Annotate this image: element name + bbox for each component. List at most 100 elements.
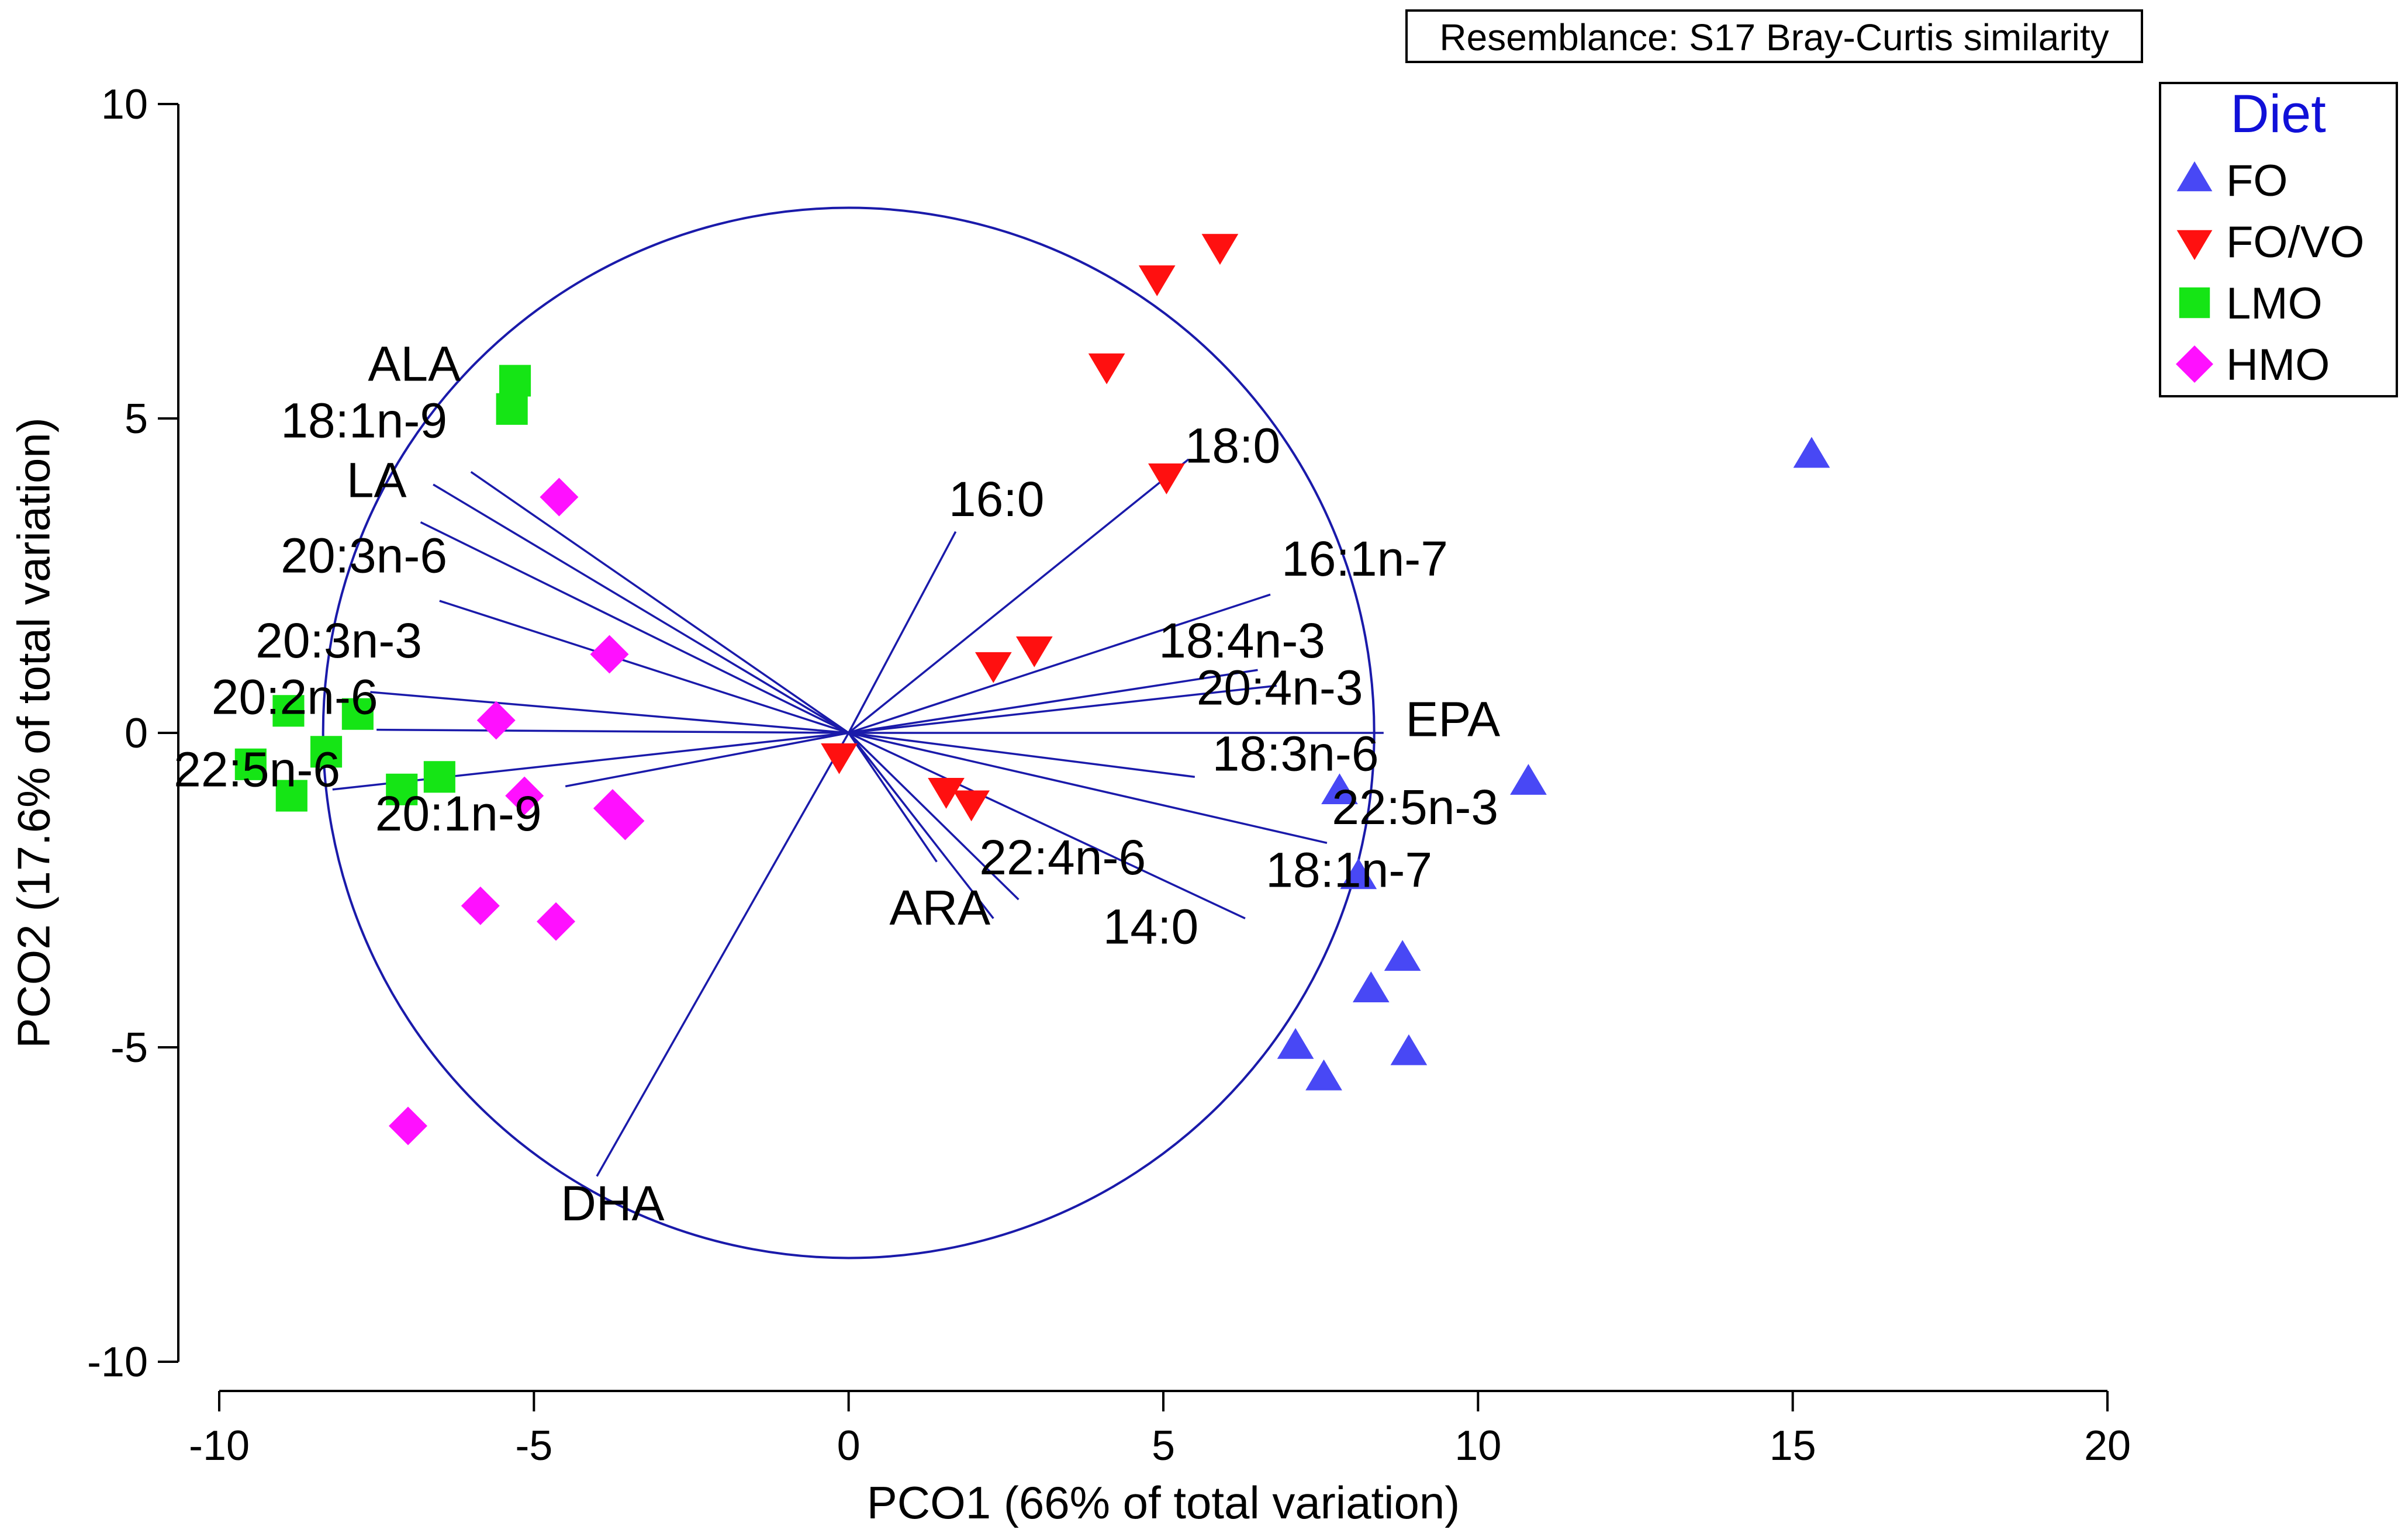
point-lmo [423,761,455,793]
vector-20-2n-6 [376,728,849,734]
vector-label-18-0: 18:0 [1185,418,1281,473]
point-hmo [537,902,576,941]
vector-label-18-1n-9: 18:1n-9 [281,393,447,448]
vector-dha [596,732,850,1177]
legend-marker-fo-vo [2176,230,2213,260]
vector-label-ara: ARA [889,880,990,935]
point-fo [1340,858,1377,890]
vector-22-5n-6 [332,732,849,791]
legend-marker-hmo [2176,345,2213,383]
vector-20-3n-6 [439,600,849,734]
y-tick-label: -10 [87,1339,148,1386]
point-fo-vo [1015,636,1053,667]
vector-label-dha: DHA [561,1176,664,1231]
resemblance-border [1405,9,2143,63]
point-fo-vo [1201,234,1239,265]
y-tick-label: 10 [101,81,148,128]
point-fo [1390,1034,1428,1065]
x-tick-label: 10 [1454,1423,1501,1469]
vector-label-22-4n-6: 22:4n-6 [979,830,1146,885]
point-fo [1352,971,1390,1002]
vector-18-1n-7 [848,732,1246,920]
vector-18-0 [848,458,1190,734]
vector-label-16-1n-7: 16:1n-7 [1281,531,1448,586]
vector-label-20-4n-3: 20:4n-3 [1197,660,1363,715]
vector-20-1n-9 [565,732,849,788]
point-hmo [606,801,645,840]
x-tick-label: 0 [837,1423,861,1469]
x-tick-label: -10 [189,1423,250,1469]
vector-label-20-2n-6: 20:2n-6 [212,670,378,725]
point-fo [1305,1059,1342,1091]
point-lmo [275,780,307,812]
point-lmo [310,736,343,768]
vector-16-0 [848,531,957,733]
y-tick-label: 5 [125,396,148,442]
correlation-circle-layer [322,206,1376,1259]
vector-20-3n-3 [370,691,849,734]
vector-label-14-0: 14:0 [1103,899,1199,954]
x-axis-title: PCO1 (66% of total variation) [867,1477,1460,1528]
x-tick-label: 20 [2084,1423,2131,1469]
vector-label-epa: EPA [1405,691,1500,746]
vector-label-22-5n-3: 22:5n-3 [1332,780,1498,835]
legend-marker-fo [2176,161,2213,192]
legend-label-hmo: HMO [2226,340,2330,390]
y-tick-label: 0 [125,710,148,757]
point-hmo [590,635,629,674]
vector-20-4n-3 [848,684,1277,734]
x-tick-label: -5 [515,1423,552,1469]
data-points [234,234,1830,1146]
point-fo-vo [1138,265,1176,296]
point-fo [1793,437,1830,468]
axes: -10 -5 0 5 10 15 20 10 5 0 -5 -10 PCO1 (66% of total… [8,81,2131,1528]
y-tick-label: -5 [110,1025,148,1071]
vector-14-0 [848,732,994,919]
point-hmo [461,886,500,925]
legend-label-fo-vo: FO/VO [2226,217,2364,267]
vector-lines [332,458,1384,1177]
point-lmo [234,748,267,780]
y-axis-title: PCO2 (17.6% of total variation) [8,417,60,1048]
legend-marker-lmo [2179,287,2210,319]
resemblance-text: Resemblance: S17 Bray-Curtis similarity [1439,16,2109,58]
point-fo [1384,940,1421,971]
vector-label-20-1n-9: 20:1n-9 [375,786,542,841]
point-lmo [496,393,528,425]
point-hmo [540,477,579,517]
point-fo-vo [1088,353,1125,385]
vector-ara [848,732,938,863]
point-fo-vo [1148,463,1185,494]
vector-label-18-1n-7: 18:1n-7 [1266,843,1432,898]
vector-ala [470,471,849,734]
x-tick-label: 15 [1770,1423,1816,1469]
point-hmo [389,1106,427,1146]
point-lmo [272,695,305,727]
point-fo [1510,764,1547,795]
point-fo-vo [928,778,965,809]
vector-label-22-5n-6: 22:5n-6 [174,742,340,797]
vector-16-1n-7 [848,593,1271,734]
correlation-circle [322,206,1376,1259]
vector-18-4n-3 [848,669,1258,734]
vector-label-18-4n-3: 18:4n-3 [1159,613,1325,668]
vector-la [420,521,849,734]
point-fo [1277,1028,1314,1059]
legend-label-fo: FO [2226,156,2288,206]
vector-18-3n-6 [848,732,1195,778]
vector-label-16-0: 16:0 [949,472,1045,527]
point-lmo [499,365,531,397]
legend: Diet FO FO/VO LMO HMO [2159,82,2398,397]
vector-label-20-3n-3: 20:3n-3 [255,613,422,668]
point-hmo [505,776,544,815]
point-fo [1321,773,1358,805]
vector-label-18-3n-6: 18:3n-6 [1212,726,1379,781]
vector-label-la: LA [347,453,407,508]
x-tick-label: 5 [1152,1423,1175,1469]
vector-label-20-3n-6: 20:3n-6 [281,528,447,583]
point-lmo [341,698,374,730]
point-fo-vo [975,652,1012,683]
point-fo-vo [953,790,990,822]
vector-22-5n-3 [848,732,1328,845]
